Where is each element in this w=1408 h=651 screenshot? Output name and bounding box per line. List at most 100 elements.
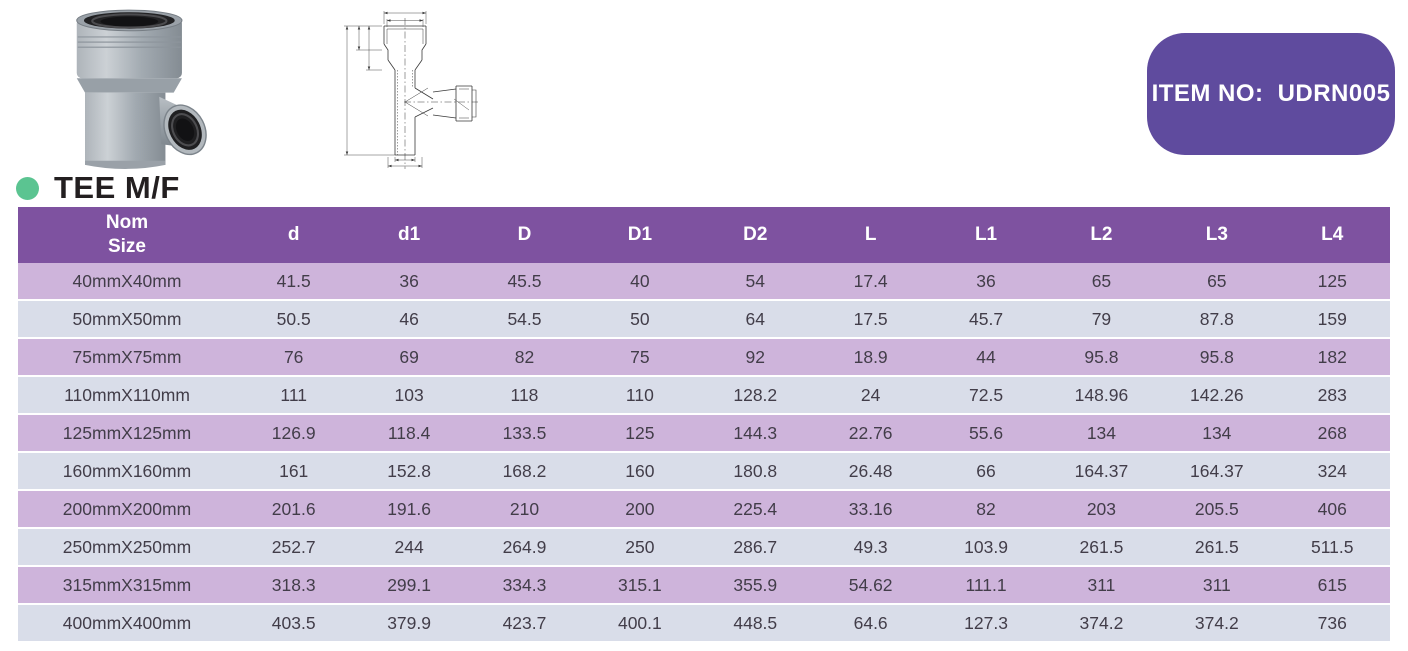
dim-cell-D: 118 [466, 376, 583, 415]
dim-cell-L4: 615 [1274, 566, 1390, 605]
dim-cell-L2: 65 [1043, 263, 1160, 301]
dim-cell-D1: 75 [582, 338, 698, 377]
dim-cell-D1: 160 [582, 452, 698, 491]
table-row: 50mmX50mm 50.5 46 54.5 50 64 17.5 45.7 79 87.8 159 [18, 300, 1390, 339]
dim-cell-L3: 142.26 [1159, 376, 1275, 415]
dim-cell-L: 17.4 [812, 263, 929, 301]
column-header-L3: L3 [1159, 207, 1275, 263]
table-row: 110mmX110mm 111 103 118 110 128.2 24 72.5 148.96… [18, 376, 1390, 415]
dim-cell-D2: 92 [697, 338, 813, 377]
dim-cell-D2: 54 [697, 263, 813, 301]
dim-cell-L1: 36 [928, 263, 1044, 301]
dim-cell-D: 210 [466, 490, 583, 529]
dim-cell-D: 82 [466, 338, 583, 377]
dim-cell-D2: 448.5 [733, 612, 778, 633]
table-row: 125mmX125mm 126.9 118.4 133.5 125 144.3 22.76 5… [18, 414, 1390, 453]
dim-cell-L4: 125 [1274, 263, 1390, 301]
nom-size-cell: 110mmX110mm [18, 376, 236, 415]
dim-cell-L4: 182 [1274, 338, 1390, 377]
product-photo [52, 6, 217, 171]
table-header: Nom Size d d1 D D1 D2 L L1 L2 L3 L4 [18, 207, 1390, 263]
dim-cell-L3: 87.8 [1159, 300, 1275, 339]
dim-cell-D1: 200 [582, 490, 698, 529]
dim-cell-L3: 311 [1159, 566, 1275, 605]
dim-cell-L3: 261.5 [1159, 528, 1275, 567]
dim-cell-L1: 103.9 [928, 528, 1044, 567]
column-header-L: L [812, 207, 929, 263]
dim-cell-d1: 191.6 [351, 490, 467, 529]
dim-cell-L: 64.6 [853, 612, 888, 633]
dim-cell-d: 201.6 [236, 490, 352, 529]
dim-cell-D2: 225.4 [697, 490, 813, 529]
technical-drawing [330, 4, 480, 172]
nom-size-cell: 200mmX200mm [18, 490, 236, 529]
dim-cell-L3: 164.37 [1159, 452, 1275, 491]
column-header-D1: D1 [582, 207, 698, 263]
dim-cell-d1: 103 [351, 376, 467, 415]
dim-cell-d: 41.5 [236, 263, 352, 301]
dim-cell-L: 24 [812, 376, 929, 415]
dim-cell-D: 334.3 [466, 566, 583, 605]
dim-cell-L2: 148.96 [1043, 376, 1160, 415]
table-row: 75mmX75mm 76 69 82 75 92 18.9 44 95.8 95.8 182 [18, 338, 1390, 377]
dim-cell-d: 76 [236, 338, 352, 377]
dim-cell-L4: 511.5 [1274, 528, 1390, 567]
page-title: TEE M/F [54, 170, 180, 205]
dim-cell-D1: 400.1 [617, 612, 662, 633]
table-row: 200mmX200mm 201.6 191.6 210 200 225.4 33.16 82 2… [18, 490, 1390, 529]
nom-size-cell: 125mmX125mm [18, 414, 236, 453]
table-row: 40mmX40mm 41.5 36 45.5 40 54 17.4 36 65 65 125 [18, 263, 1390, 301]
dim-cell-d: 111 [236, 376, 352, 415]
dim-cell-L1: 111.1 [928, 566, 1044, 605]
dim-cell-D1: 125 [582, 414, 698, 453]
dim-cell-D: 54.5 [466, 300, 583, 339]
dim-cell-D1: 250 [582, 528, 698, 567]
dim-cell-d: 50.5 [236, 300, 352, 339]
dim-cell-L2: 134 [1043, 414, 1160, 453]
dim-cell-L: 26.48 [812, 452, 929, 491]
dim-cell-D1: 50 [582, 300, 698, 339]
nom-size-cell: 315mmX315mm [18, 566, 236, 605]
dim-cell-D: 168.2 [466, 452, 583, 491]
dim-cell-L1: 66 [928, 452, 1044, 491]
dim-cell-d1: 244 [351, 528, 467, 567]
column-header-d1: d1 [351, 207, 467, 263]
dim-cell-L4: 159 [1274, 300, 1390, 339]
tee-fitting-photo-graphic [76, 9, 207, 169]
dim-cell-D: 423.7 [502, 612, 547, 633]
dim-cell-D: 264.9 [466, 528, 583, 567]
column-header-L2: L2 [1043, 207, 1160, 263]
tee-fitting-line-drawing [344, 11, 478, 169]
nom-size-cell: 50mmX50mm [18, 300, 236, 339]
item-number-value: UDRN005 [1277, 80, 1391, 107]
dim-cell-D1: 315.1 [582, 566, 698, 605]
nom-size-cell: 75mmX75mm [18, 338, 236, 377]
dim-cell-D1: 110 [582, 376, 698, 415]
dim-cell-d: 252.7 [236, 528, 352, 567]
dim-cell-L1: 44 [928, 338, 1044, 377]
column-header-D2: D2 [697, 207, 813, 263]
dim-cell-D2: 144.3 [697, 414, 813, 453]
item-number-label: ITEM NO: [1151, 80, 1264, 107]
table-row: 315mmX315mm 318.3 299.1 334.3 315.1 355.9 54.6… [18, 566, 1390, 605]
dim-cell-D2: 180.8 [697, 452, 813, 491]
dim-cell-d: 161 [236, 452, 352, 491]
table-row: 400mmX400mm 403.5 379.9 423.7 400.1 448.5 64.6… [18, 604, 1390, 641]
nom-label: Nom [105, 212, 149, 234]
dim-cell-D: 45.5 [466, 263, 583, 301]
table-row: 250mmX250mm 252.7 244 264.9 250 286.7 49.3 103.… [18, 528, 1390, 567]
dim-cell-L1: 45.7 [928, 300, 1044, 339]
dim-cell-L4: 406 [1274, 490, 1390, 529]
dim-cell-L3: 374.2 [1194, 612, 1239, 633]
dim-cell-d1: 69 [351, 338, 467, 377]
dim-cell-L1: 127.3 [964, 612, 1008, 633]
dim-cell-D2: 286.7 [697, 528, 813, 567]
dim-cell-L2: 203 [1043, 490, 1160, 529]
dim-cell-L4: 736 [1317, 612, 1347, 633]
dim-cell-L: 17.5 [812, 300, 929, 339]
column-header-L1: L1 [928, 207, 1044, 263]
dim-cell-L3: 95.8 [1159, 338, 1275, 377]
dim-cell-L: 33.16 [812, 490, 929, 529]
green-bullet-icon [16, 176, 39, 200]
